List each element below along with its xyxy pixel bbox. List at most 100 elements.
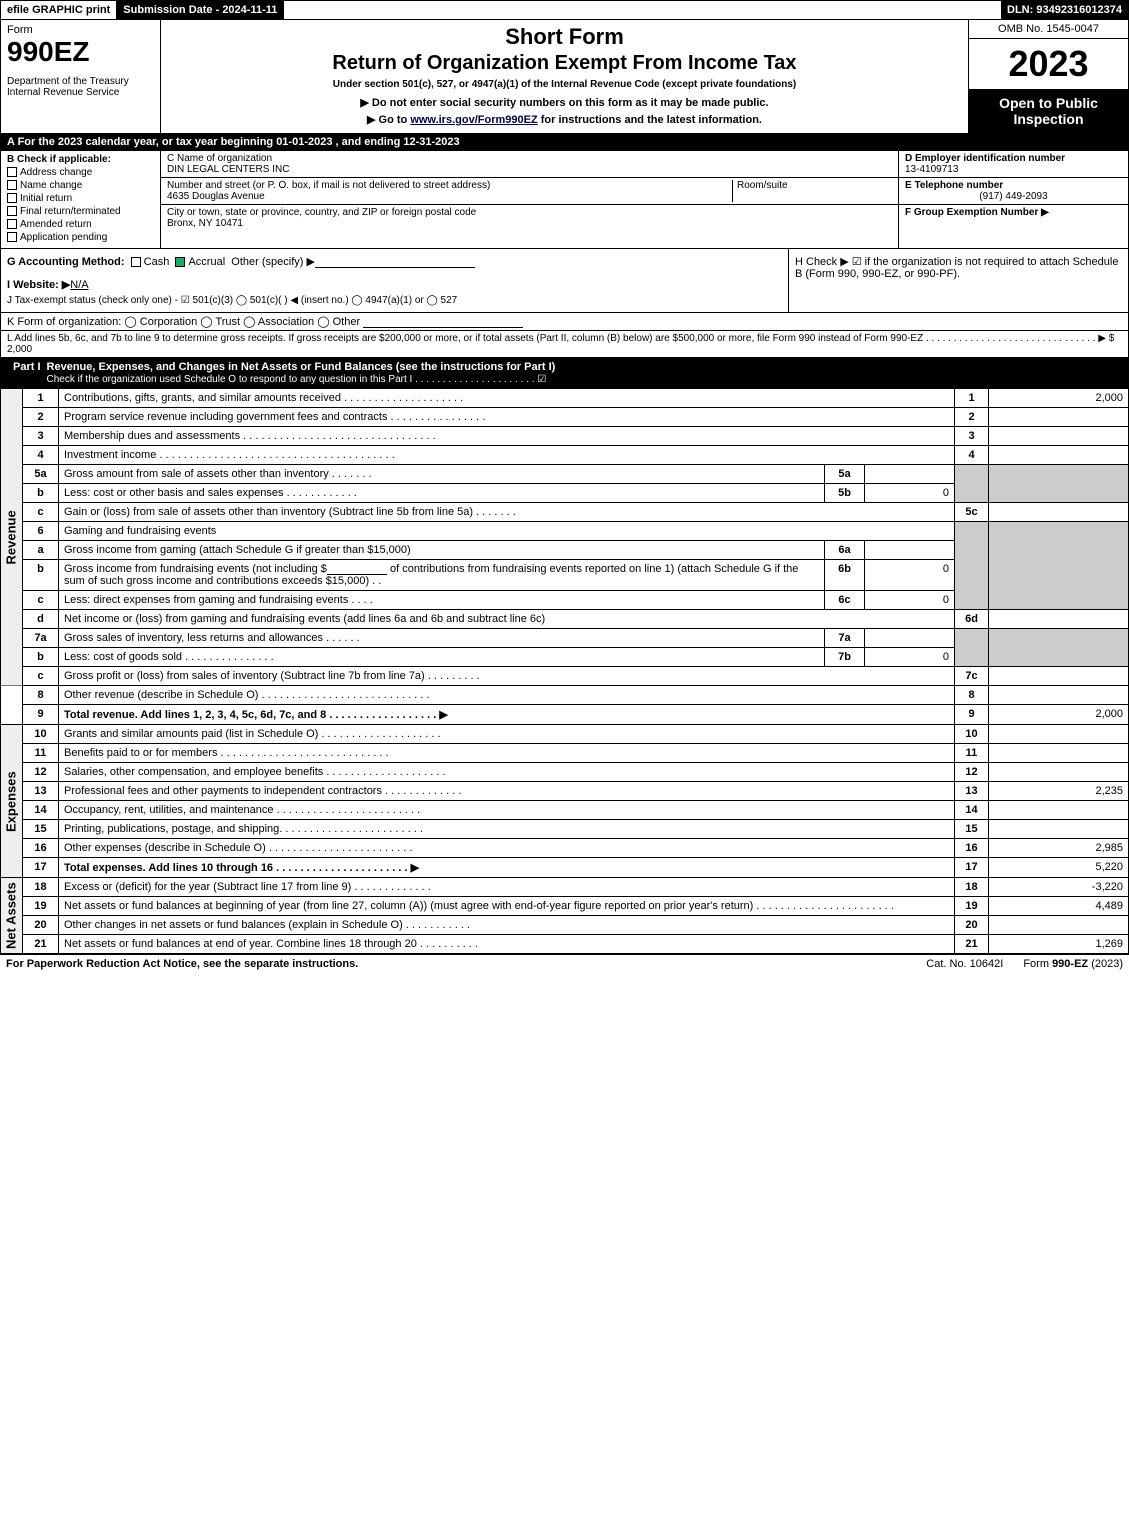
line-11-box: 11 bbox=[955, 744, 989, 763]
line-6-greybox bbox=[955, 522, 989, 610]
line-4-desc: Investment income . . . . . . . . . . . … bbox=[59, 446, 955, 465]
instval: 0 bbox=[865, 560, 955, 591]
line-13-box: 13 bbox=[955, 782, 989, 801]
line-7a-num: 7a bbox=[23, 629, 59, 648]
line-3-desc: Membership dues and assessments . . . . … bbox=[59, 427, 955, 446]
line-16-desc: Other expenses (describe in Schedule O) … bbox=[59, 839, 955, 858]
line-13-desc: Professional fees and other payments to … bbox=[59, 782, 955, 801]
line-18-num: 18 bbox=[23, 878, 59, 897]
line-17-num: 17 bbox=[23, 858, 59, 878]
ein-value: 13-4109713 bbox=[905, 164, 958, 175]
line-4-amt bbox=[989, 446, 1129, 465]
col-c: C Name of organization DIN LEGAL CENTERS… bbox=[161, 151, 898, 248]
line-3-num: 3 bbox=[23, 427, 59, 446]
website-value: N/A bbox=[70, 279, 88, 291]
line-15-amt bbox=[989, 820, 1129, 839]
line-6b-sub: 6b bbox=[825, 560, 865, 591]
line-20-box: 20 bbox=[955, 916, 989, 935]
line-12-num: 12 bbox=[23, 763, 59, 782]
chk-address-change[interactable]: Address change bbox=[7, 167, 154, 178]
line-16-box: 16 bbox=[955, 839, 989, 858]
line-6d-num: d bbox=[23, 610, 59, 629]
footer: For Paperwork Reduction Act Notice, see … bbox=[0, 954, 1129, 973]
group-exemption-label: F Group Exemption Number ▶ bbox=[905, 207, 1049, 218]
website-row: I Website: ▶N/A bbox=[7, 278, 782, 291]
line-5c-box: 5c bbox=[955, 503, 989, 522]
line-5b-sub: 5b bbox=[825, 484, 865, 503]
short-form-title: Short Form bbox=[169, 24, 960, 50]
line-6-num: 6 bbox=[23, 522, 59, 541]
line-6-desc: Gaming and fundraising events bbox=[59, 522, 955, 541]
line-5a-sub: 5a bbox=[825, 465, 865, 484]
chk-initial-return[interactable]: Initial return bbox=[7, 193, 154, 204]
line-15-desc: Printing, publications, postage, and shi… bbox=[59, 820, 955, 839]
line-20-desc: Other changes in net assets or fund bala… bbox=[59, 916, 955, 935]
line-1-box: 1 bbox=[955, 389, 989, 408]
chk-amended-return[interactable]: Amended return bbox=[7, 219, 154, 230]
line-2-num: 2 bbox=[23, 408, 59, 427]
line-5ab-greyamt bbox=[989, 465, 1129, 503]
line-21-amt: 1,269 bbox=[989, 935, 1129, 954]
cat-no: Cat. No. 10642I bbox=[926, 958, 1003, 970]
part-i-label: Part I bbox=[7, 361, 47, 385]
line-9-box: 9 bbox=[955, 705, 989, 725]
line-5a-subv bbox=[865, 465, 955, 484]
line-11-desc: Benefits paid to or for members . . . . … bbox=[59, 744, 955, 763]
section-netassets: Net Assets bbox=[1, 878, 23, 954]
line-18-desc: Excess or (deficit) for the year (Subtra… bbox=[59, 878, 955, 897]
line-14-box: 14 bbox=[955, 801, 989, 820]
line-19-desc: Net assets or fund balances at beginning… bbox=[59, 897, 955, 916]
tax-exempt-status: J Tax-exempt status (check only one) - ☑… bbox=[7, 295, 782, 306]
goto-line: ▶ Go to www.irs.gov/Form990EZ for instru… bbox=[169, 113, 960, 126]
chk-application-pending[interactable]: Application pending bbox=[7, 232, 154, 243]
line-5b-num: b bbox=[23, 484, 59, 503]
goto-post: for instructions and the latest informat… bbox=[538, 114, 762, 126]
chk-name-change[interactable]: Name change bbox=[7, 180, 154, 191]
line-5a-num: 5a bbox=[23, 465, 59, 484]
form-label: Form bbox=[7, 24, 154, 36]
line-14-num: 14 bbox=[23, 801, 59, 820]
line-6c-sub: 6c bbox=[825, 591, 865, 610]
line-2-desc: Program service revenue including govern… bbox=[59, 408, 955, 427]
tel-value: (917) 449-2093 bbox=[905, 191, 1122, 202]
line-4-num: 4 bbox=[23, 446, 59, 465]
row-a: A For the 2023 calendar year, or tax yea… bbox=[0, 134, 1129, 151]
line-10-desc: Grants and similar amounts paid (list in… bbox=[59, 725, 955, 744]
row-h: H Check ▶ ☑ if the organization is not r… bbox=[788, 249, 1128, 312]
line-6-greyamt bbox=[989, 522, 1129, 610]
part-i-bar: Part I Revenue, Expenses, and Changes in… bbox=[0, 358, 1129, 389]
line-1-desc: Contributions, gifts, grants, and simila… bbox=[59, 389, 955, 408]
line-7c-box: 7c bbox=[955, 667, 989, 686]
line-8-box: 8 bbox=[955, 686, 989, 705]
col-b-header: B Check if applicable: bbox=[7, 154, 154, 165]
line-20-amt bbox=[989, 916, 1129, 935]
line-6c-num: c bbox=[23, 591, 59, 610]
line-15-box: 15 bbox=[955, 820, 989, 839]
line-5c-desc: Gain or (loss) from sale of assets other… bbox=[59, 503, 955, 522]
efile-print[interactable]: efile GRAPHIC print bbox=[1, 1, 117, 19]
dln: DLN: 93492316012374 bbox=[1001, 1, 1128, 19]
line-7-greybox bbox=[955, 629, 989, 667]
line-18-amt: -3,220 bbox=[989, 878, 1129, 897]
chk-final-return[interactable]: Final return/terminated bbox=[7, 206, 154, 217]
goto-link[interactable]: www.irs.gov/Form990EZ bbox=[410, 114, 537, 126]
line-12-desc: Salaries, other compensation, and employ… bbox=[59, 763, 955, 782]
street-value: 4635 Douglas Avenue bbox=[167, 191, 732, 202]
street-label: Number and street (or P. O. box, if mail… bbox=[167, 180, 732, 191]
city-label: City or town, state or province, country… bbox=[167, 207, 892, 218]
financial-table: Revenue 1 Contributions, gifts, grants, … bbox=[0, 389, 1129, 954]
topbar: efile GRAPHIC print Submission Date - 20… bbox=[0, 0, 1129, 20]
part-i-check: Check if the organization used Schedule … bbox=[47, 374, 547, 385]
submission-date: Submission Date - 2024-11-11 bbox=[117, 1, 284, 19]
line-3-box: 3 bbox=[955, 427, 989, 446]
line-7c-amt bbox=[989, 667, 1129, 686]
org-name-label: C Name of organization bbox=[167, 153, 892, 164]
line-6b-desc: Gross income from fundraising events (no… bbox=[59, 560, 825, 591]
line-8-desc: Other revenue (describe in Schedule O) .… bbox=[59, 686, 955, 705]
org-name: DIN LEGAL CENTERS INC bbox=[167, 164, 892, 175]
line-6d-amt bbox=[989, 610, 1129, 629]
line-15-num: 15 bbox=[23, 820, 59, 839]
line-6b-num: b bbox=[23, 560, 59, 591]
line-7c-desc: Gross profit or (loss) from sales of inv… bbox=[59, 667, 955, 686]
line-8-num: 8 bbox=[23, 686, 59, 705]
